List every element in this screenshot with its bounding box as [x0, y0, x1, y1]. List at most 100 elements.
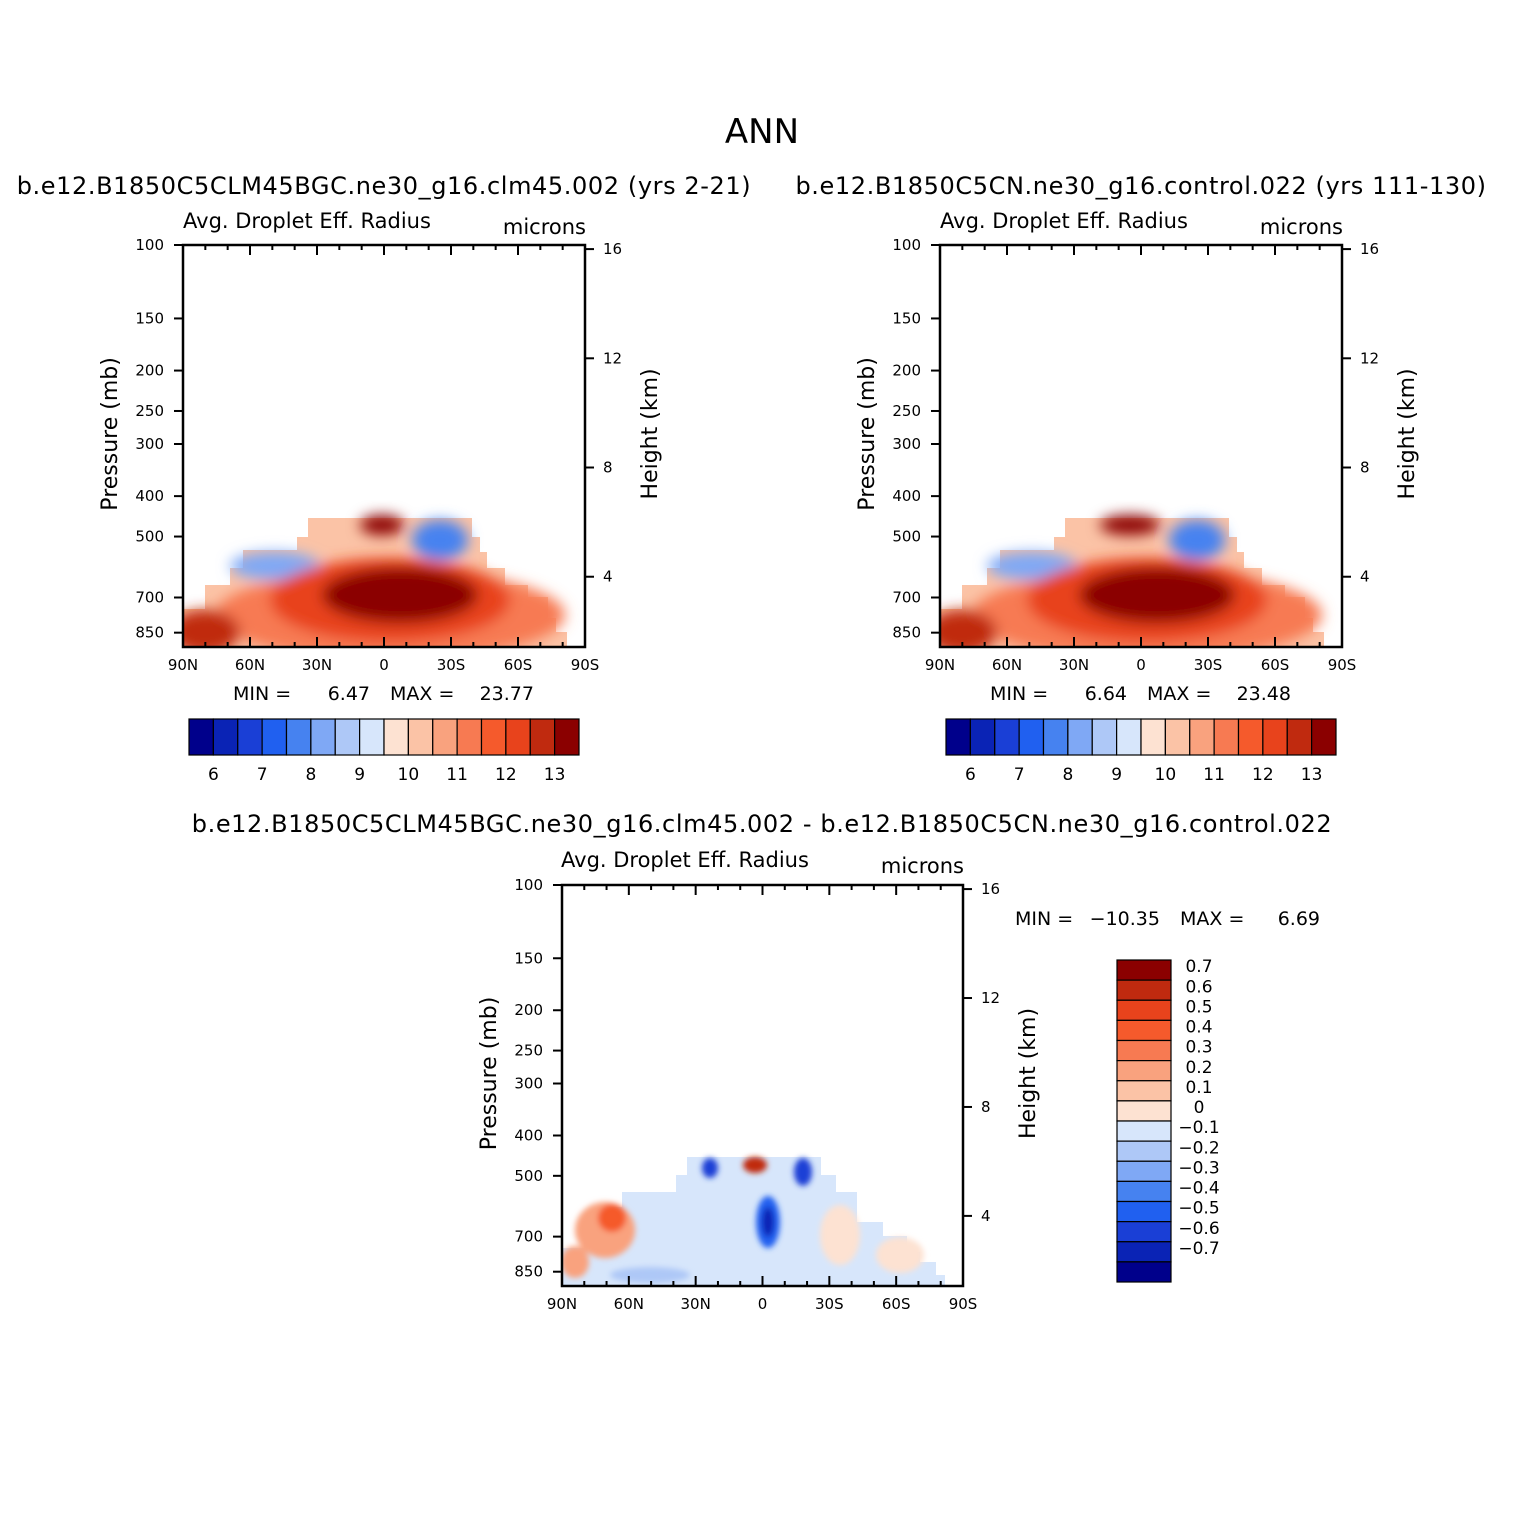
figure-title: ANN — [725, 112, 799, 152]
diff-ytick-label: 500 — [514, 1167, 543, 1185]
diff-colorbar-label: 0.1 — [1185, 1078, 1212, 1098]
panel-case1-max-value: 23.77 — [480, 683, 534, 705]
panel-case1-min-value: 6.47 — [328, 683, 370, 705]
case1-colorbar-box — [383, 718, 409, 756]
case1-colorbar-label: 13 — [544, 765, 566, 785]
case1-ytick-label: 100 — [135, 236, 164, 254]
diff-ytick-label: 100 — [514, 876, 543, 894]
case1-colorbar-label: 7 — [257, 765, 268, 785]
diff-colorbar-box — [1116, 1039, 1172, 1062]
case1-colorbar-label: 8 — [305, 765, 316, 785]
diff-colorbar-box — [1116, 1080, 1172, 1102]
case2-ytick-label: 100 — [892, 236, 921, 254]
case1-colorbar-label: 9 — [354, 765, 365, 785]
case2-colorbar-box — [1262, 718, 1288, 756]
case1-colorbar-box — [188, 718, 214, 756]
case1-colorbar-box — [212, 718, 239, 756]
diff-cold-low — [610, 1267, 690, 1283]
diff-xtick-label: 90S — [949, 1295, 978, 1313]
panel-case1-subtitle: b.e12.B1850C5CLM45BGC.ne30_g16.clm45.002… — [17, 172, 752, 200]
diff-ytick-label: 400 — [514, 1126, 543, 1144]
diff-colorbar-label: 0.6 — [1185, 977, 1212, 997]
case2-colorbar-box — [1164, 718, 1191, 756]
case1-ytick-label: 200 — [135, 362, 164, 380]
case2-colorbar-label: 8 — [1062, 765, 1073, 785]
case1-colorbar-box — [554, 718, 580, 756]
diff-cold-upper-west — [702, 1158, 718, 1178]
case1-warm-polar — [183, 610, 240, 647]
diff-colorbar-box — [1116, 1100, 1172, 1122]
panel-diff-min-label: MIN = — [1015, 908, 1073, 930]
panel-diff-subtitle: b.e12.B1850C5CLM45BGC.ne30_g16.clm45.002… — [192, 810, 1332, 838]
case2-colorbar-box — [994, 718, 1020, 756]
diff-colorbar-label: 0.7 — [1185, 957, 1212, 977]
diff-ytick-label: 300 — [514, 1075, 543, 1093]
panel-case1: b.e12.B1850C5CLM45BGC.ne30_g16.clm45.002… — [17, 172, 752, 785]
panel-case2-min-label: MIN = — [990, 683, 1048, 705]
diff-ytick-label: 200 — [514, 1001, 543, 1019]
diff-ylabel: Pressure (mb) — [477, 997, 502, 1151]
case2-field — [940, 515, 1322, 647]
diff-colorbar-box — [1116, 1241, 1172, 1263]
panel-diff-min-value: −10.35 — [1090, 908, 1160, 930]
case2-colorbar-label: 9 — [1111, 765, 1122, 785]
panel-diff-max-value: 6.69 — [1278, 908, 1320, 930]
case2-htick-label: 12 — [1360, 349, 1379, 367]
diff-colorbar-box — [1116, 1060, 1172, 1082]
case1-colorbar-box — [529, 718, 556, 756]
case1-colorbar-label: 11 — [446, 765, 468, 785]
diff-colorbar-box — [1116, 1200, 1172, 1223]
case1-xtick-label: 60N — [235, 656, 265, 674]
panel-diff-heatmap — [562, 1157, 945, 1286]
diff-colorbar-box — [1116, 1221, 1172, 1243]
case1-ytick-label: 150 — [135, 309, 164, 327]
case2-colorbar-label: 13 — [1301, 765, 1323, 785]
diff-xtick-label: 0 — [758, 1295, 768, 1313]
case2-cold-upper — [1169, 520, 1225, 560]
case2-xtick-label: 0 — [1136, 656, 1146, 674]
case2-ylabel: Pressure (mb) — [855, 357, 880, 511]
case2-colorbar-box — [945, 718, 971, 756]
panel-case1-heatmap — [183, 515, 567, 647]
case1-colorbar-box — [334, 718, 361, 756]
diff-ytick-label: 250 — [514, 1042, 543, 1060]
case1-ytick-label: 500 — [135, 528, 164, 546]
diff-colorbar-label: −0.6 — [1178, 1219, 1219, 1239]
case2-colorbar-box — [1091, 718, 1118, 756]
case1-xtick-label: 30N — [302, 656, 332, 674]
case1-colorbar-box — [407, 718, 434, 756]
case1-ytick-label: 300 — [135, 435, 164, 453]
case2-warm-top — [1100, 515, 1160, 535]
case2-htick-label: 8 — [1360, 459, 1370, 477]
diff-cold-upper — [794, 1158, 812, 1186]
case2-colorbar-box — [1213, 718, 1240, 756]
case1-htick-label: 4 — [603, 568, 613, 586]
panel-case2-colorbar: 6 7 8 9 10 11 12 13 — [945, 718, 1337, 785]
diff-colorbar-box — [1116, 1180, 1172, 1203]
case2-ytick-label: 250 — [892, 402, 921, 420]
panel-diff-axes: 90N 60N 30N 0 30S 60S 90S 100 150 200 250 300 400 500… — [477, 876, 1041, 1313]
panel-diff-field: Avg. Droplet Eff. Radius — [561, 848, 809, 872]
case1-ylabel-right: Height (km) — [638, 368, 663, 499]
diff-warm-polar — [562, 1246, 589, 1278]
case2-warm-polar — [940, 610, 997, 647]
panel-case2-max-value: 23.48 — [1237, 683, 1291, 705]
case2-warm-core — [1079, 567, 1235, 623]
case2-colorbar-box — [1311, 718, 1337, 756]
case2-htick-label: 16 — [1360, 240, 1379, 258]
case1-colorbar-box — [261, 718, 288, 756]
diff-colorbar-box — [1116, 999, 1172, 1021]
case1-cold-upper — [412, 520, 468, 560]
diff-colorbar-box — [1116, 959, 1172, 981]
case2-colorbar-box — [1018, 718, 1045, 756]
case2-xtick-label: 90N — [925, 656, 955, 674]
case2-colorbar-label: 6 — [965, 765, 976, 785]
case2-xtick-label: 30S — [1194, 656, 1223, 674]
diff-xtick-label: 30N — [681, 1295, 711, 1313]
case2-ytick-label: 850 — [892, 624, 921, 642]
panel-case2-min-value: 6.64 — [1085, 683, 1127, 705]
panel-case1-min-label: MIN = — [233, 683, 291, 705]
diff-colorbar-box — [1116, 1120, 1172, 1142]
case2-colorbar-box — [1189, 718, 1215, 756]
case1-htick-label: 8 — [603, 459, 613, 477]
